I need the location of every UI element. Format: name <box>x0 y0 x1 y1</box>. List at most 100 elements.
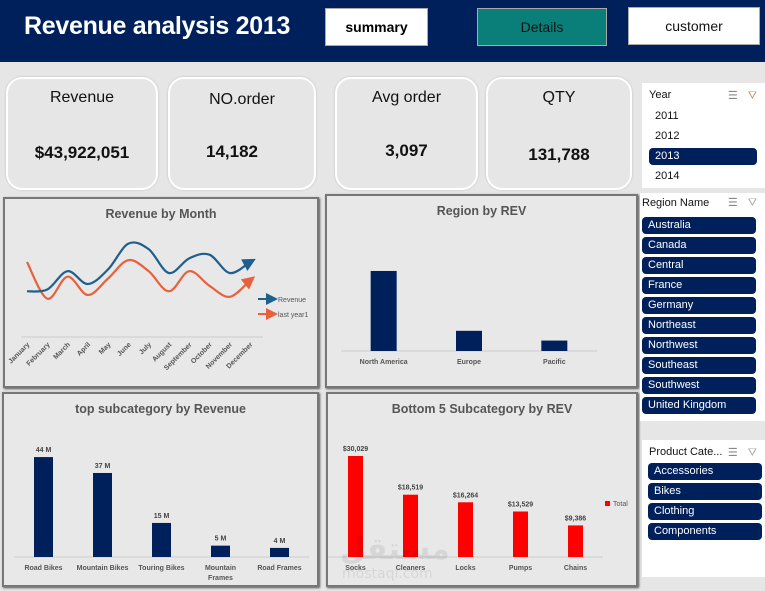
x-tick-label: June <box>116 341 133 358</box>
slicer-item[interactable]: United Kingdom <box>642 397 756 414</box>
kpi-card-revenue: Revenue $43,922,051 <box>6 77 158 190</box>
slicer-item[interactable]: 2013 <box>649 148 757 165</box>
slicer-item[interactable]: Bikes <box>648 483 762 500</box>
x-tick-label: Pumps <box>509 565 532 572</box>
bar-socks <box>348 455 363 557</box>
x-tick-label: North America <box>360 359 408 366</box>
kpi-value: $43,922,051 <box>34 143 130 162</box>
data-label: 37 M <box>95 463 111 470</box>
revenue-by-month-chart: Revenue by Month January February March Apr… <box>3 197 319 388</box>
bar-cleaners <box>403 494 418 557</box>
slicer-item[interactable]: 2011 <box>649 108 757 125</box>
data-label: 15 M <box>154 513 170 520</box>
legend-label: last year1 <box>278 312 308 319</box>
top-subcategory-chart: top subcategory by Revenue 44 M Road Bike… <box>2 392 319 587</box>
kpi-value: 14,182 <box>206 142 258 161</box>
slicer-item[interactable]: 2012 <box>649 128 757 145</box>
slicer-item[interactable]: Northwest <box>642 337 756 354</box>
bar-mountain-frames <box>211 545 230 557</box>
bar-chart-svg: North America Europe Pacific <box>341 270 597 366</box>
x-tick-label: Road Bikes <box>24 565 62 572</box>
x-tick-label: Touring Bikes <box>138 565 184 572</box>
region-slicer: Region Name ☰ ⛛ Australia Canada Central Fra… <box>640 193 765 421</box>
slicer-item[interactable]: Australia <box>642 217 756 234</box>
x-tick-label: April <box>76 341 92 357</box>
x-tick-label: March <box>52 341 72 361</box>
clear-filter-icon[interactable]: ⛛ <box>747 447 757 459</box>
slicer-title: Year <box>649 89 672 101</box>
slicer-item[interactable]: Accessories <box>648 463 762 480</box>
x-tick-label: July <box>138 341 153 356</box>
bar-locks <box>458 502 473 557</box>
series-line-revenue <box>26 241 256 293</box>
bar-mountain-bikes <box>93 472 112 557</box>
x-tick-label: Mountain <box>205 565 236 572</box>
kpi-card-qty: QTY 131,788 <box>486 77 632 190</box>
page-title: Revenue analysis 2013 <box>24 12 291 40</box>
region-by-rev-chart: Region by REV North America Europe Pacific <box>325 194 638 388</box>
clear-filter-icon[interactable]: ⛛ <box>747 197 757 209</box>
bottom5-subcategory-chart: Bottom 5 Subcategory by REV $30,029 Socks… <box>326 392 638 587</box>
slicer-item[interactable]: France <box>642 277 756 294</box>
nav-summary-button[interactable]: summary <box>325 8 428 46</box>
kpi-label: QTY <box>542 89 576 106</box>
legend-label: Total <box>613 501 628 508</box>
product-category-slicer: Product Cate... ☰ ⛛ Accessories Bikes Cloth… <box>642 440 765 577</box>
slicer-item[interactable]: Germany <box>642 297 756 314</box>
bar-pacific <box>541 340 568 351</box>
x-tick-label: Europe <box>457 359 481 366</box>
x-tick-label: Road Frames <box>257 565 301 572</box>
kpi-label: Revenue <box>49 89 115 106</box>
data-label: 5 M <box>215 536 227 543</box>
data-label: 4 M <box>274 538 286 545</box>
slicer-item[interactable]: Southwest <box>642 377 756 394</box>
slicer-item[interactable]: 2014 <box>649 168 757 185</box>
nav-details-button[interactable]: Details <box>477 8 607 46</box>
chart-title: top subcategory by Revenue <box>75 402 246 416</box>
slicer-item[interactable]: Canada <box>642 237 756 254</box>
bar-north-america <box>370 270 397 351</box>
kpi-label: Avg order <box>371 89 442 106</box>
data-label: $18,519 <box>398 485 423 492</box>
slicer-item[interactable]: Clothing <box>648 503 762 520</box>
x-tick-label: Chains <box>564 565 587 572</box>
chart-title: Revenue by Month <box>105 207 217 221</box>
slicer-title: Product Cate... <box>649 446 723 458</box>
multi-select-icon[interactable]: ☰ <box>727 90 738 102</box>
year-slicer: Year ☰ ⛛ 2011 2012 2013 2014 <box>642 83 765 188</box>
slicer-title: Region Name <box>642 197 710 209</box>
data-label: $16,264 <box>453 492 478 499</box>
bar-road-frames <box>270 547 289 557</box>
data-label: $30,029 <box>343 446 368 453</box>
kpi-label: NO.order <box>209 91 275 108</box>
bar-pumps <box>513 511 528 557</box>
multi-select-icon[interactable]: ☰ <box>727 197 738 209</box>
kpi-value: 131,788 <box>528 145 590 164</box>
kpi-card-orders: NO.order 14,182 <box>168 77 316 190</box>
x-tick-label: Socks <box>345 565 366 572</box>
nav-customer-button[interactable]: customer <box>628 7 760 45</box>
data-label: $13,529 <box>508 501 533 508</box>
slicer-item[interactable]: Southeast <box>642 357 756 374</box>
x-tick-label: Locks <box>455 565 475 572</box>
multi-select-icon[interactable]: ☰ <box>727 447 738 459</box>
x-tick-label: Mountain Bikes <box>77 565 129 572</box>
header-bar: Revenue analysis 2013 summary Details cu… <box>0 0 765 62</box>
bar-europe <box>456 330 482 351</box>
watermark-latin: mostaql.com <box>342 566 433 582</box>
x-tick-label: May <box>98 341 113 356</box>
clear-filter-icon[interactable]: ⛛ <box>747 90 757 102</box>
x-tick-label: Pacific <box>543 359 566 366</box>
x-tick-label: Frames <box>208 575 233 582</box>
slicer-item[interactable]: Components <box>648 523 762 540</box>
bar-chart-svg: $30,029 Socks $18,519 Cleaners $16,264 Locks $… <box>328 446 628 582</box>
bar-chains <box>568 525 583 557</box>
chart-title: Bottom 5 Subcategory by REV <box>391 402 573 416</box>
x-tick-label: Cleaners <box>396 565 426 572</box>
slicer-item[interactable]: Northeast <box>642 317 756 334</box>
slicer-item[interactable]: Central <box>642 257 756 274</box>
chart-title: Region by REV <box>436 204 527 218</box>
bar-touring-bikes <box>152 522 171 557</box>
legend-swatch <box>605 501 610 506</box>
